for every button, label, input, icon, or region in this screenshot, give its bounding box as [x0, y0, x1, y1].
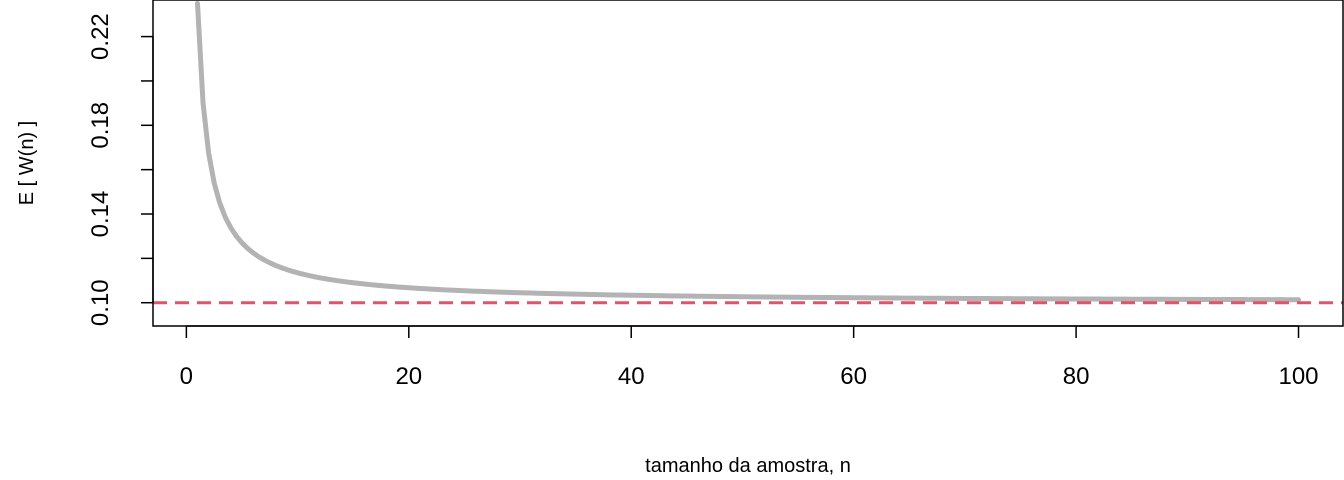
x-axis: 0 20 40 60 80 100 [180, 325, 1319, 390]
x-tick-label: 20 [395, 363, 422, 390]
y-tick-label: 0.22 [87, 13, 114, 60]
x-tick-label: 0 [180, 363, 193, 390]
y-tick-label: 0.18 [87, 102, 114, 149]
y-tick-label: 0.14 [87, 191, 114, 238]
x-tick-label: 60 [840, 363, 867, 390]
x-tick-label: 100 [1278, 363, 1318, 390]
series-line [194, 0, 1302, 303]
y-tick-label: 0.10 [87, 279, 114, 326]
y-axis: 0.10 0.14 0.18 0.22 [87, 13, 154, 326]
plot-series-group [153, 0, 1343, 305]
y-axis-title: E [ W(n) ] [16, 121, 38, 205]
x-axis-title: tamanho da amostra, n [645, 455, 851, 477]
x-tick-label: 40 [618, 363, 645, 390]
x-tick-label: 80 [1063, 363, 1090, 390]
plot-frame [152, 0, 1344, 327]
